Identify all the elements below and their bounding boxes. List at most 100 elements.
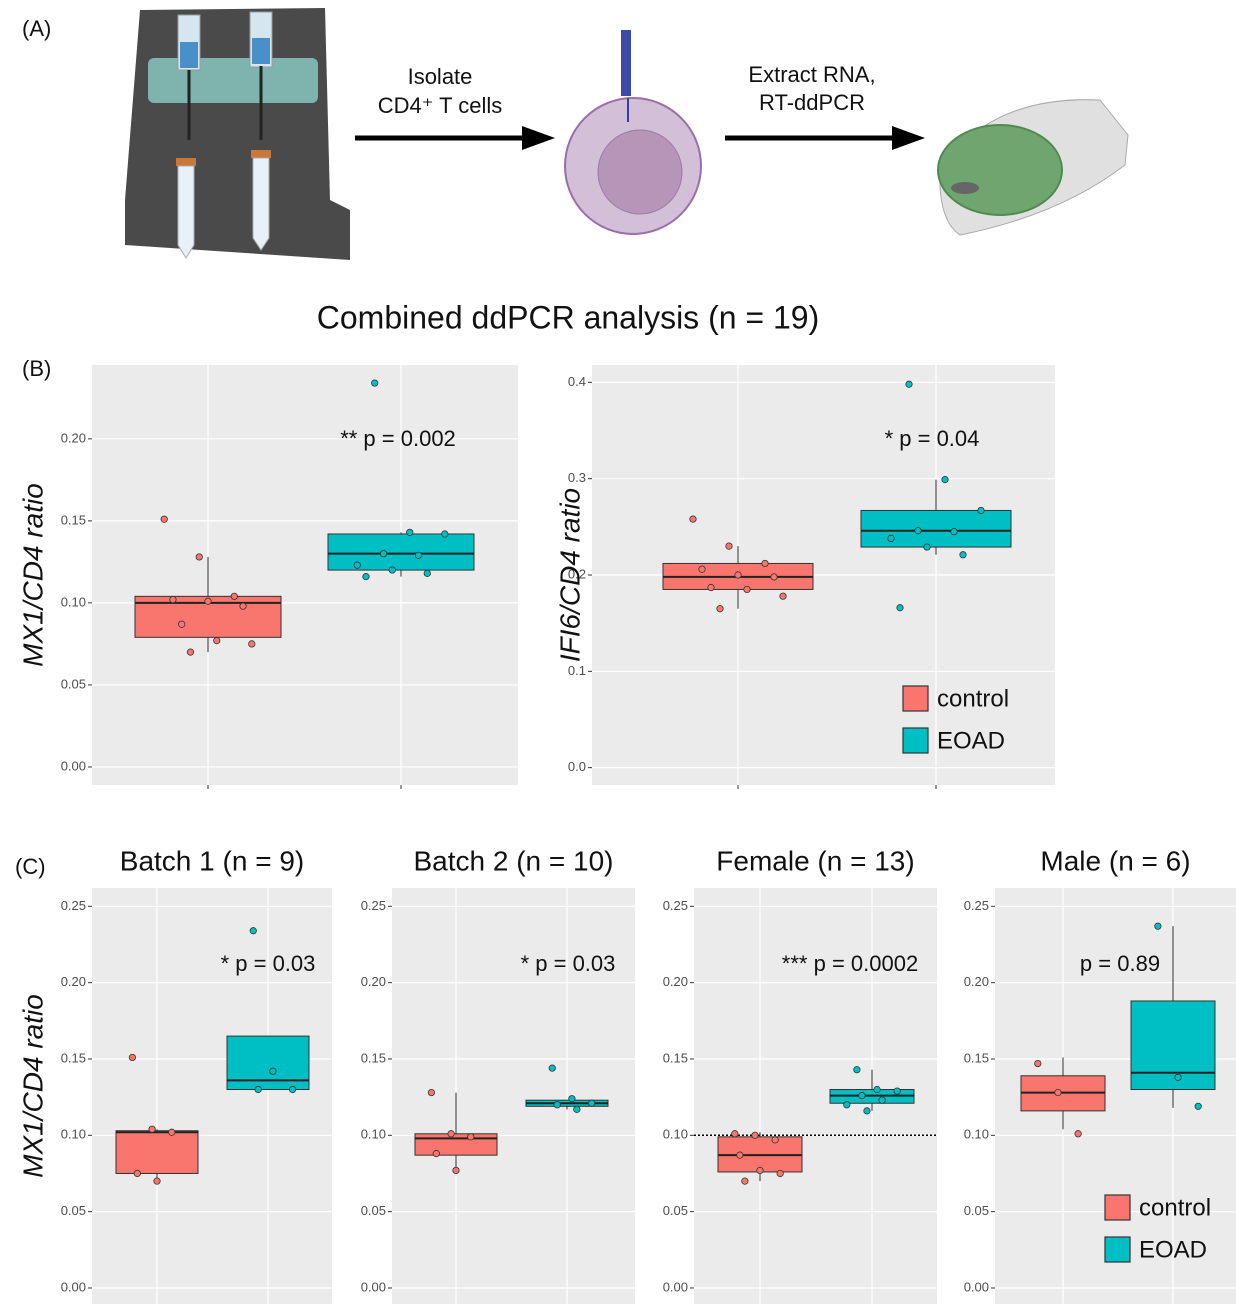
- panel-label: (C): [15, 854, 46, 879]
- point: [388, 566, 396, 574]
- y-tick-label: 0.2: [568, 566, 586, 581]
- point: [353, 561, 361, 569]
- point: [452, 1166, 460, 1175]
- point: [128, 1053, 136, 1062]
- plot-background: [392, 888, 635, 1304]
- y-tick-label: 0.10: [61, 594, 86, 609]
- point: [741, 1177, 749, 1185]
- y-tick-label: 0.15: [361, 1050, 386, 1065]
- box: [115, 1130, 199, 1174]
- y-tick-label: 0.20: [964, 974, 989, 989]
- point: [168, 1128, 176, 1136]
- legend-swatch: [902, 727, 929, 754]
- annotation: * p = 0.03: [221, 951, 316, 976]
- point: [204, 597, 212, 605]
- y-tick-label: 0.20: [61, 430, 86, 445]
- point: [169, 596, 177, 604]
- point: [414, 551, 423, 559]
- y-tick-label: 0.3: [568, 470, 586, 485]
- y-tick-label: 0.00: [361, 1279, 386, 1294]
- point: [441, 530, 449, 538]
- y-axis-label: IFI6/CD4 ratio: [554, 488, 585, 662]
- point: [269, 1067, 277, 1075]
- point: [230, 592, 238, 600]
- point: [761, 559, 769, 568]
- point: [743, 585, 751, 594]
- y-tick-label: 0.15: [964, 1050, 989, 1065]
- point: [1194, 1102, 1202, 1110]
- chart-title: Batch 1 (n = 9): [120, 845, 304, 876]
- point: [779, 592, 787, 600]
- point: [843, 1101, 851, 1109]
- point: [734, 571, 742, 579]
- plot-background: [92, 888, 332, 1304]
- step-text: Isolate: [408, 64, 473, 89]
- point: [133, 1169, 141, 1178]
- plot-background: [92, 365, 518, 785]
- point: [1154, 922, 1162, 930]
- point: [716, 605, 724, 613]
- y-tick-label: 0.25: [663, 898, 688, 913]
- box: [327, 533, 475, 571]
- panel-a-art: [125, 8, 1129, 260]
- point: [941, 476, 949, 484]
- y-axis-label: MX1/CD4 ratio: [17, 483, 48, 667]
- point: [1074, 1130, 1082, 1138]
- point: [288, 1085, 297, 1094]
- chart-title: Batch 2 (n = 10): [413, 845, 613, 876]
- y-tick-label: 0.05: [663, 1203, 688, 1218]
- point: [573, 1105, 581, 1113]
- box: [414, 1133, 498, 1156]
- y-tick-label: 0.4: [568, 374, 586, 389]
- y-tick-label: 0.10: [61, 1127, 86, 1142]
- panel-label: (B): [22, 356, 51, 381]
- point: [914, 527, 922, 535]
- y-tick-label: 0.00: [663, 1279, 688, 1294]
- point: [731, 1130, 739, 1138]
- point: [736, 1151, 744, 1159]
- point: [858, 1092, 866, 1100]
- point: [771, 1136, 779, 1144]
- point: [467, 1133, 475, 1141]
- point: [195, 553, 203, 561]
- y-tick-label: 0.15: [61, 1050, 86, 1065]
- box: [860, 509, 1012, 548]
- point: [893, 1087, 901, 1095]
- point: [1034, 1059, 1042, 1068]
- point: [406, 528, 414, 536]
- chart-title: Female (n = 13): [716, 845, 914, 876]
- point: [148, 1125, 156, 1133]
- point: [160, 515, 168, 523]
- legend-swatch: [1104, 1194, 1131, 1221]
- y-tick-label: 0.05: [61, 1203, 86, 1218]
- point: [977, 506, 985, 515]
- annotation: ** p = 0.002: [340, 426, 456, 451]
- y-tick-label: 0.20: [61, 974, 86, 989]
- y-axis-label: MX1/CD4 ratio: [17, 994, 48, 1178]
- y-tick-label: 0.0: [568, 759, 586, 774]
- y-tick-label: 0.10: [663, 1127, 688, 1142]
- point: [186, 648, 195, 656]
- y-tick-label: 0.10: [361, 1127, 386, 1142]
- point: [853, 1066, 861, 1074]
- legend-label: control: [937, 685, 1009, 712]
- legend-swatch: [902, 685, 929, 712]
- box: [1130, 1000, 1216, 1091]
- point: [371, 379, 379, 387]
- chart-title: Male (n = 6): [1040, 845, 1190, 876]
- point: [447, 1130, 455, 1138]
- point: [756, 1166, 764, 1175]
- y-tick-label: 0.10: [964, 1127, 989, 1142]
- y-tick-label: 0.15: [61, 512, 86, 527]
- panel-title: Combined ddPCR analysis (n = 19): [317, 299, 819, 335]
- point: [553, 1101, 561, 1109]
- point: [905, 380, 913, 388]
- point: [887, 534, 895, 542]
- point: [568, 1095, 576, 1103]
- point: [950, 528, 958, 536]
- point: [698, 565, 706, 573]
- point: [878, 1096, 886, 1104]
- y-tick-label: 0.25: [61, 898, 86, 913]
- y-tick-label: 0.00: [61, 758, 86, 773]
